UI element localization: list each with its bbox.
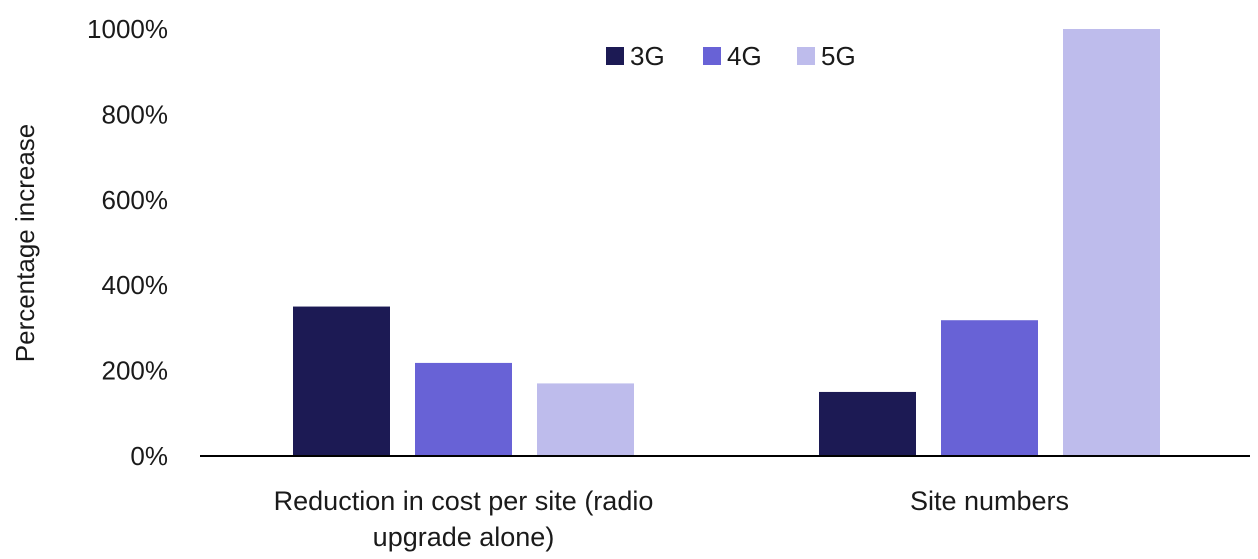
y-axis-ticks: 0% 200% 400% 600% 800% 1000% <box>87 14 168 471</box>
bar-4g-category-1 <box>415 362 512 456</box>
x-axis-categories: Reduction in cost per site (radio upgrade… <box>274 486 1069 552</box>
bar-3g-category-2 <box>819 391 916 456</box>
y-tick-label: 600% <box>102 185 169 215</box>
y-tick-label: 200% <box>102 356 169 386</box>
legend-swatch-3g <box>606 47 624 65</box>
y-tick-label: 1000% <box>87 14 168 44</box>
legend-swatch-5g <box>797 47 815 65</box>
bar-5g-category-2 <box>1063 29 1160 456</box>
y-tick-label: 0% <box>130 441 168 471</box>
y-axis-label-group: Percentage increase <box>10 124 40 362</box>
legend-label-3g: 3G <box>630 41 665 71</box>
x-category-label: upgrade alone) <box>373 522 555 552</box>
x-category-label: Site numbers <box>910 486 1069 516</box>
bar-5g-category-1 <box>537 383 634 456</box>
x-category-label: Reduction in cost per site (radio <box>274 486 654 516</box>
legend-label-5g: 5G <box>821 41 856 71</box>
bar-3g-category-1 <box>293 306 390 456</box>
legend: 3G 4G 5G <box>606 41 856 71</box>
y-tick-label: 400% <box>102 270 169 300</box>
legend-label-4g: 4G <box>727 41 762 71</box>
legend-swatch-4g <box>703 47 721 65</box>
bars <box>293 29 1160 456</box>
bar-4g-category-2 <box>941 320 1038 456</box>
y-axis-label: Percentage increase <box>10 124 40 362</box>
y-tick-label: 800% <box>102 99 169 129</box>
